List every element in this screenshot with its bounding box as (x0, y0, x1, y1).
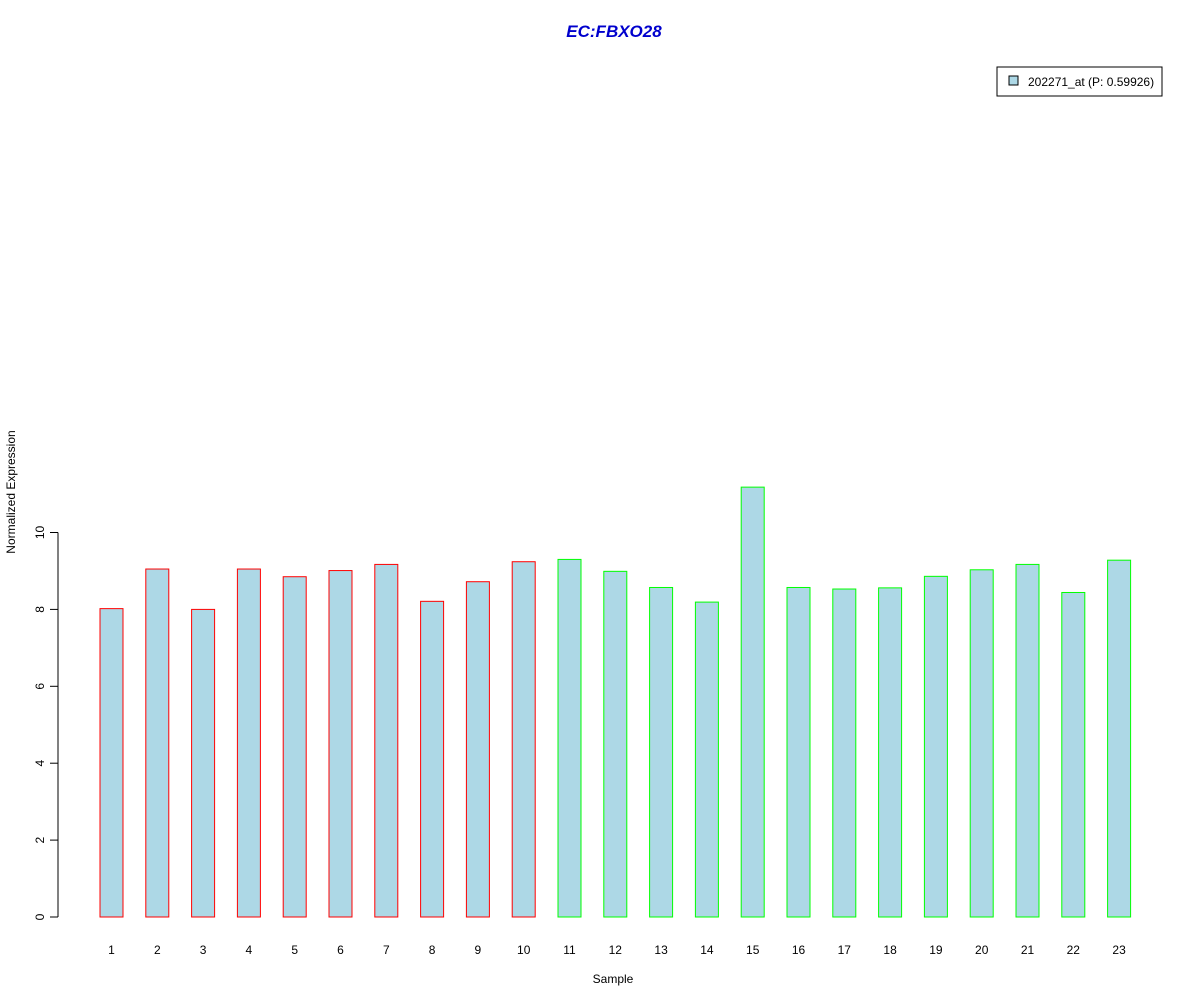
x-tick-label: 9 (475, 943, 482, 957)
bar-sample-23 (1107, 559, 1132, 918)
y-tick-label: 8 (33, 606, 47, 613)
x-tick-label: 4 (246, 943, 253, 957)
x-tick-label: 3 (200, 943, 207, 957)
legend-box (996, 66, 1163, 97)
bar-sample-4 (236, 568, 261, 918)
x-tick-label: 18 (883, 943, 897, 957)
legend: 202271_at (P: 0.59926) (996, 66, 1163, 97)
bar-sample-6 (328, 570, 353, 918)
bar-sample-5 (282, 576, 307, 918)
bar-sample-13 (649, 586, 674, 918)
y-tick-label: 0 (33, 913, 47, 920)
x-tick-label: 16 (792, 943, 806, 957)
x-tick-label: 7 (383, 943, 390, 957)
y-axis: 0 2 4 6 8 10 (33, 526, 59, 920)
x-tick-label: 21 (1021, 943, 1035, 957)
bar-sample-8 (420, 600, 445, 918)
bar-sample-9 (465, 581, 490, 918)
bar-sample-14 (694, 601, 719, 918)
bar-sample-11 (557, 558, 582, 918)
bar-sample-19 (923, 575, 948, 918)
x-tick-label: 11 (563, 943, 576, 957)
bars-group (99, 486, 1132, 918)
x-tick-label: 1 (108, 943, 115, 957)
x-tick-label: 6 (337, 943, 344, 957)
bar-sample-15 (740, 486, 765, 918)
x-tick-labels: 1 2 3 4 5 6 7 8 9 10 11 12 13 14 15 16 17 18 19 20 21 22 23 (108, 943, 1126, 957)
bar-sample-12 (603, 570, 628, 918)
bar-sample-16 (786, 586, 811, 918)
x-tick-label: 20 (975, 943, 989, 957)
chart-title: EC:FBXO28 (566, 22, 662, 41)
x-tick-label: 22 (1067, 943, 1081, 957)
x-tick-label: 23 (1112, 943, 1126, 957)
x-tick-label: 17 (838, 943, 852, 957)
legend-label: 202271_at (P: 0.59926) (1028, 75, 1154, 89)
x-tick-label: 10 (517, 943, 531, 957)
x-tick-label: 8 (429, 943, 436, 957)
x-tick-label: 2 (154, 943, 161, 957)
x-tick-label: 5 (291, 943, 298, 957)
x-tick-label: 15 (746, 943, 760, 957)
y-tick-label: 4 (33, 760, 47, 767)
y-tick-label: 10 (33, 526, 47, 540)
x-tick-label: 19 (929, 943, 943, 957)
bar-sample-7 (374, 563, 399, 918)
bar-sample-1 (99, 608, 124, 918)
bar-sample-22 (1061, 591, 1086, 918)
x-tick-label: 14 (700, 943, 714, 957)
bar-sample-3 (191, 608, 216, 918)
bar-sample-21 (1015, 563, 1040, 918)
bar-sample-10 (511, 561, 536, 918)
y-tick-label: 2 (33, 836, 47, 843)
legend-swatch (1008, 75, 1019, 86)
y-axis-title: Normalized Expression (4, 430, 18, 553)
bar-sample-17 (832, 588, 857, 918)
bar-sample-18 (878, 587, 903, 918)
bar-sample-20 (969, 569, 994, 918)
y-tick-label: 6 (33, 683, 47, 690)
bar-sample-2 (145, 568, 170, 918)
x-tick-label: 13 (654, 943, 668, 957)
x-tick-label: 12 (609, 943, 623, 957)
x-axis-title: Sample (593, 972, 634, 986)
